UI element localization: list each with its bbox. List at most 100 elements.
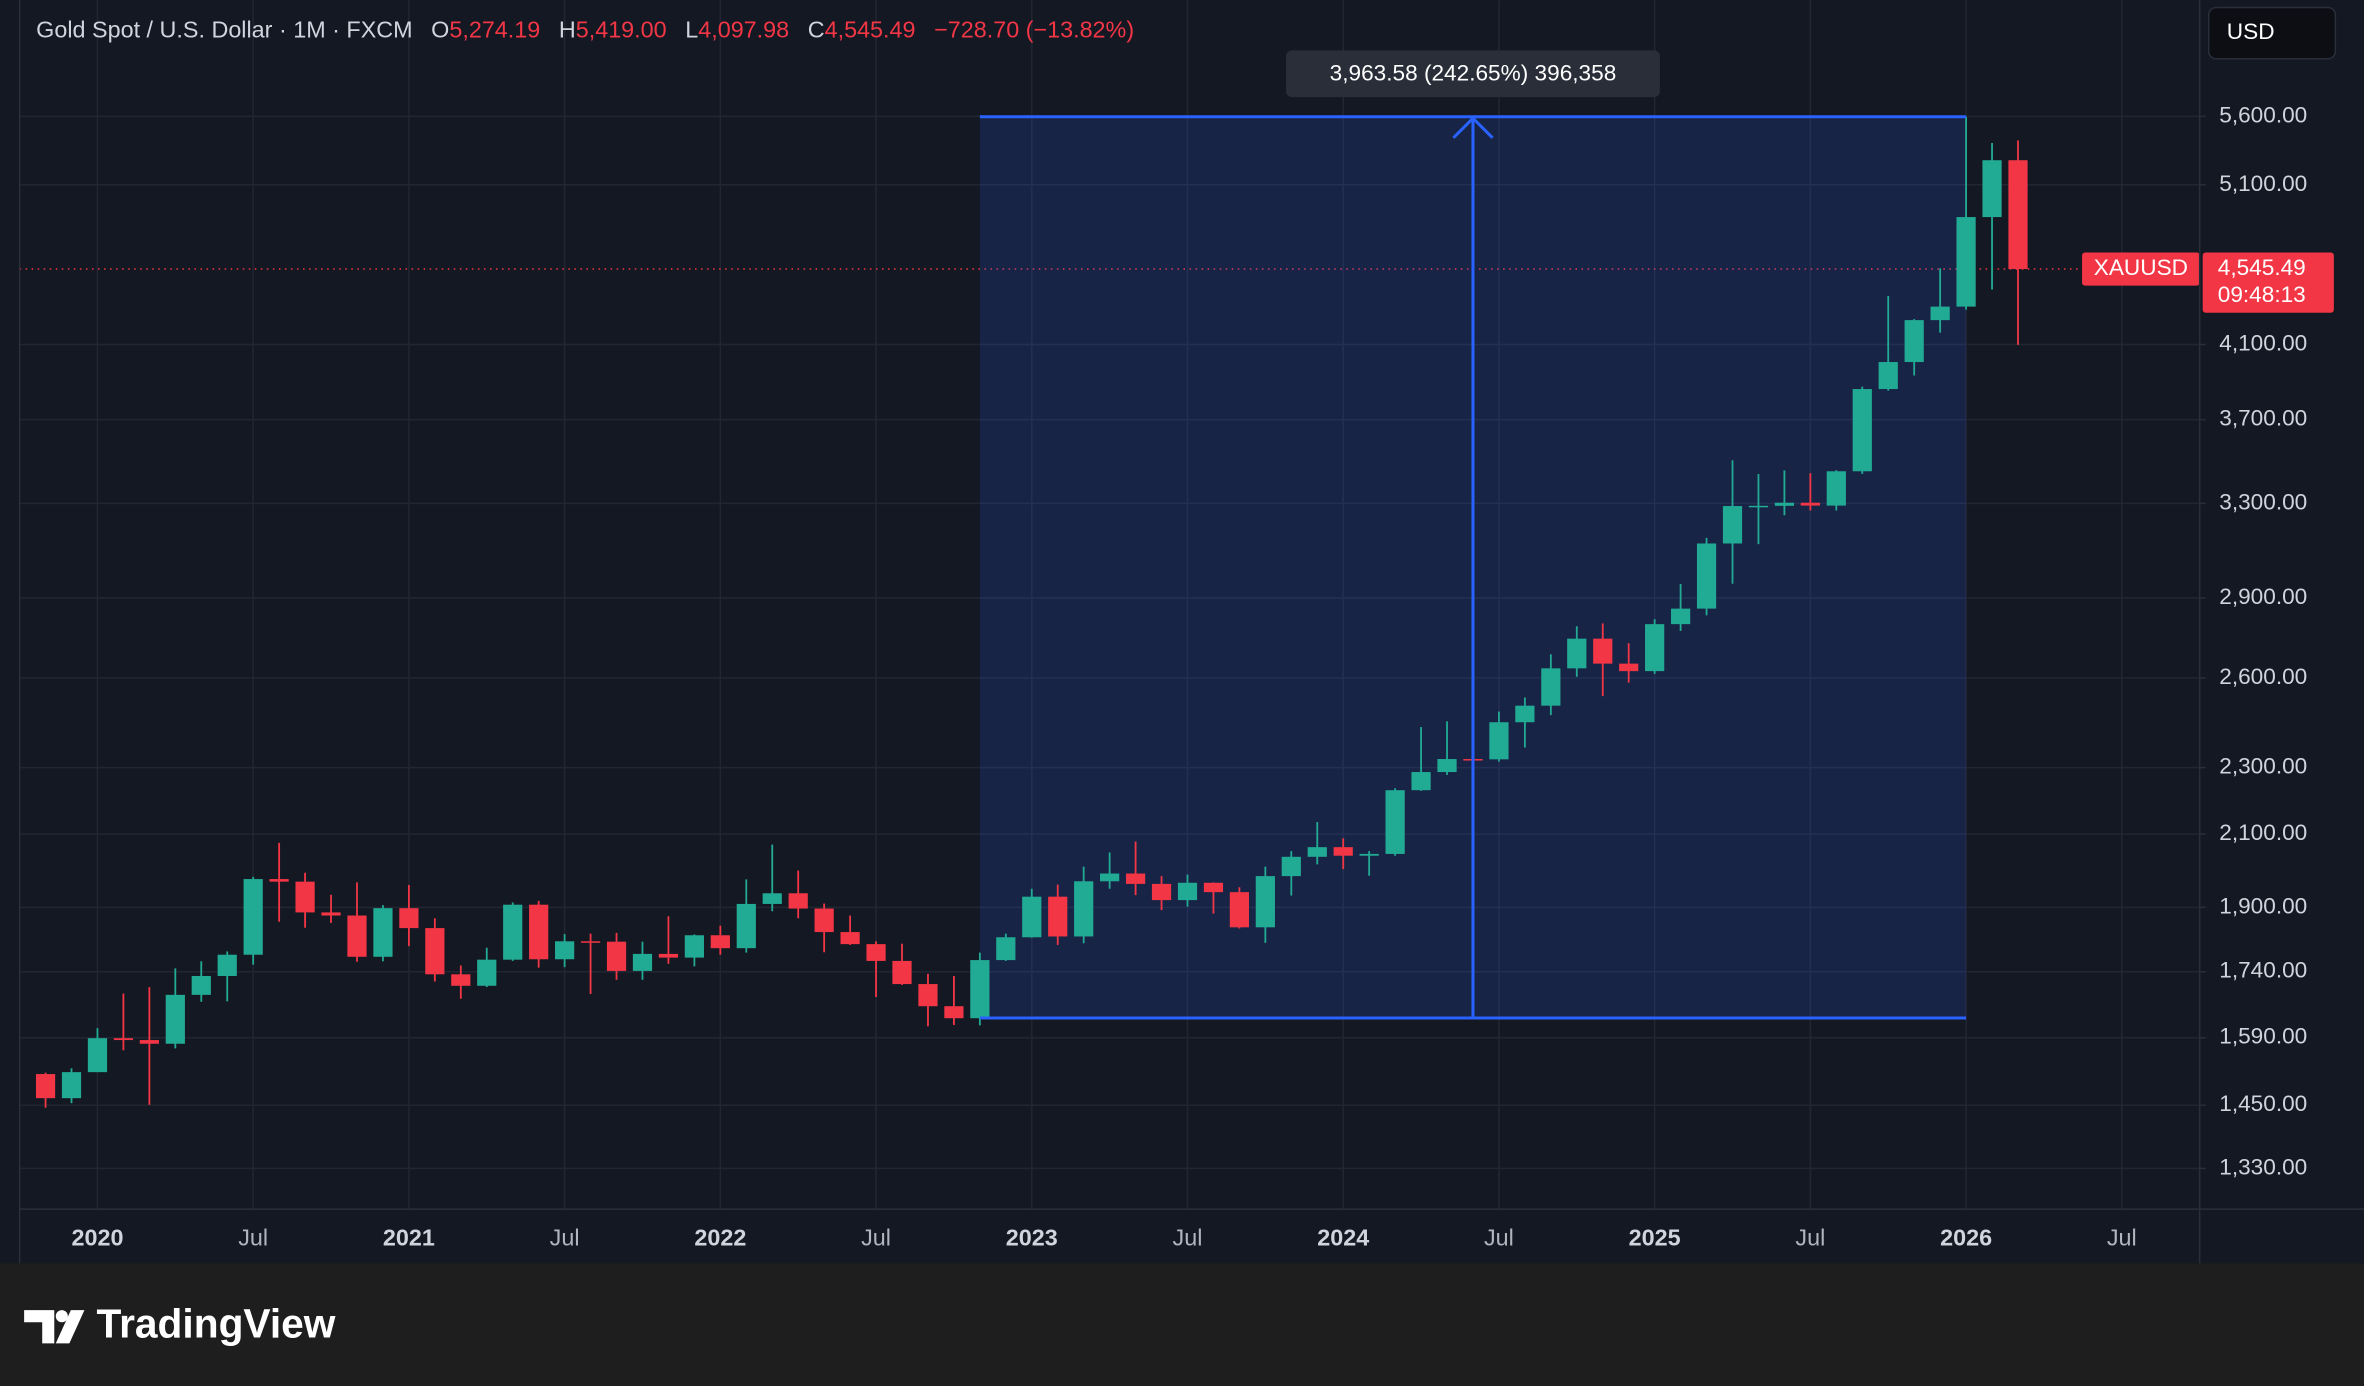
- candle-body: [970, 960, 990, 1019]
- candle-body: [1125, 873, 1146, 884]
- candle-body: [632, 953, 653, 971]
- candle-body: [996, 937, 1016, 961]
- candle-body: [321, 912, 341, 916]
- logo-mark[interactable]: [55, 1310, 85, 1344]
- candle-body: [1281, 856, 1301, 877]
- candle-body: [503, 904, 523, 960]
- currency-button-bg[interactable]: [2207, 6, 2337, 60]
- x-tick-label: Jul: [1173, 1224, 1203, 1250]
- symbol-tag-bg: [2082, 252, 2200, 286]
- candle-body: [1670, 608, 1691, 625]
- candle-body: [1645, 624, 1665, 672]
- y-tick-label: 1,450.00: [2219, 1091, 2307, 1116]
- x-tick-label: 2026: [1940, 1224, 1992, 1250]
- candle-body: [710, 935, 730, 949]
- candle-body: [269, 879, 289, 882]
- x-tick-label: Jul: [1795, 1224, 1825, 1250]
- ohlc-value: 5,419.00: [576, 17, 667, 43]
- candle-body: [1800, 502, 1820, 506]
- candle-body: [2008, 160, 2028, 270]
- y-tick-label: 4,100.00: [2219, 330, 2307, 355]
- candle-body: [1852, 389, 1872, 472]
- currency-label[interactable]: USD: [2227, 19, 2275, 44]
- price-tag: 4,545.49: [2218, 255, 2306, 280]
- x-tick-label: 2022: [694, 1224, 746, 1250]
- candle-body: [1541, 668, 1561, 706]
- candle-body: [1489, 722, 1509, 760]
- header-title: Gold Spot / U.S. Dollar · 1M · FXCM: [36, 17, 412, 43]
- candle-body: [762, 893, 782, 904]
- candle-body: [814, 908, 834, 933]
- candle-body: [1074, 881, 1094, 937]
- ohlc-value: 4,545.49: [825, 17, 916, 43]
- candle-body: [555, 941, 575, 960]
- candle-body: [1619, 663, 1639, 672]
- candle-body: [87, 1038, 108, 1073]
- symbol-tag: XAUUSD: [2094, 255, 2188, 280]
- ohlc-value: 5,274.19: [449, 17, 540, 43]
- candle-body: [788, 893, 808, 909]
- y-tick-label: 1,330.00: [2219, 1154, 2307, 1179]
- candle-body: [165, 994, 185, 1044]
- candle-body: [217, 954, 237, 976]
- candle-body: [1826, 471, 1846, 506]
- candle-body: [918, 984, 938, 1007]
- x-tick-label: 2020: [71, 1224, 123, 1250]
- x-tick-label: Jul: [2107, 1224, 2137, 1250]
- y-tick-label: 1,900.00: [2219, 893, 2307, 918]
- chart-background: [0, 0, 2364, 1263]
- x-tick-label: 2025: [1629, 1224, 1681, 1250]
- y-tick-label: 2,900.00: [2219, 584, 2307, 609]
- candle-body: [736, 903, 756, 949]
- candle-body: [399, 908, 419, 929]
- x-tick-label: 2021: [383, 1224, 435, 1250]
- footer-background: [0, 1263, 2364, 1386]
- x-tick-label: Jul: [550, 1224, 580, 1250]
- candle-body: [944, 1006, 964, 1019]
- y-tick-label: 1,740.00: [2219, 958, 2307, 983]
- candle-body: [866, 944, 886, 961]
- candle-body: [1904, 320, 1924, 363]
- ohlc-key: H: [559, 17, 576, 43]
- candle-body: [1567, 638, 1587, 669]
- candle-body: [347, 915, 367, 957]
- candle-body: [1956, 217, 1976, 307]
- candle-body: [1022, 896, 1042, 938]
- x-tick-label: 2023: [1006, 1224, 1058, 1250]
- candle-body: [1411, 772, 1431, 791]
- y-tick-label: 2,600.00: [2219, 664, 2307, 689]
- candle-body: [477, 959, 497, 986]
- x-tick-label: 2024: [1317, 1224, 1369, 1250]
- candle-body: [529, 904, 549, 960]
- candle-body: [61, 1072, 82, 1099]
- candle-body: [892, 960, 912, 985]
- price-tag-bg: [2202, 252, 2334, 313]
- candle-body: [1878, 362, 1898, 390]
- candle-body: [1333, 847, 1353, 856]
- logo-mark[interactable]: [55, 1310, 68, 1323]
- candle-body: [1048, 896, 1068, 937]
- candle-body: [1255, 876, 1275, 928]
- currency-button[interactable]: USD: [2207, 6, 2337, 60]
- candle-body: [1307, 847, 1327, 857]
- candle-body: [1437, 759, 1457, 773]
- candle-body: [113, 1038, 134, 1041]
- candle-body: [1203, 882, 1224, 893]
- logo-mark[interactable]: [24, 1310, 55, 1344]
- candle-body: [1515, 705, 1535, 723]
- candle-body: [373, 908, 393, 957]
- candle-body: [1930, 306, 1950, 321]
- logo-text[interactable]: TradingView: [96, 1300, 335, 1346]
- ohlc-key: L: [685, 17, 698, 43]
- candle-body: [606, 941, 627, 971]
- candle-body: [191, 975, 211, 995]
- header: Gold Spot / U.S. Dollar · 1M · FXCM O5,2…: [36, 17, 1134, 43]
- candle-body: [1151, 883, 1172, 901]
- logo[interactable]: TradingView: [24, 1300, 336, 1346]
- y-tick-label: 2,300.00: [2219, 754, 2307, 779]
- candle-body: [1722, 506, 1743, 544]
- candle-body: [840, 932, 860, 945]
- candle-body: [1177, 882, 1198, 901]
